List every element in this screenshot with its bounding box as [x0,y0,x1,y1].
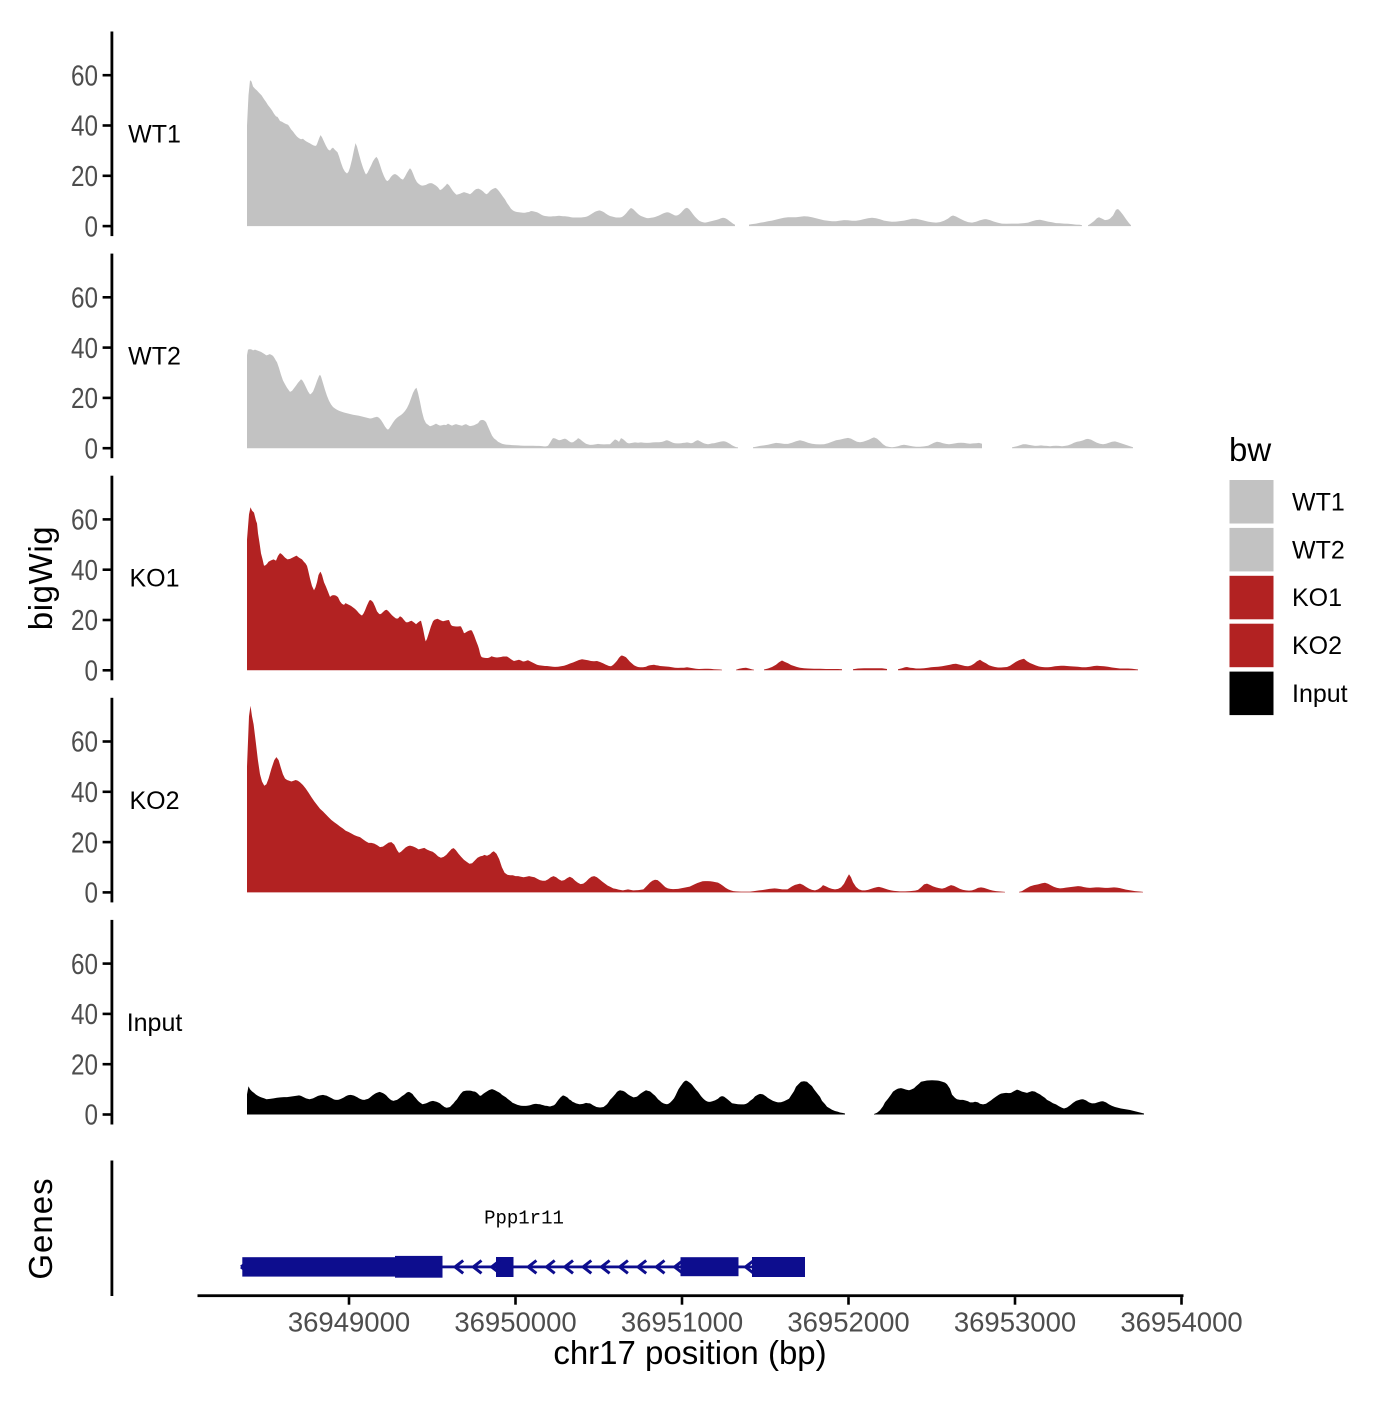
svg-text:Ppp1r11: Ppp1r11 [484,1208,564,1230]
svg-text:Input: Input [1292,680,1348,708]
svg-text:40: 40 [71,333,98,365]
svg-text:60: 60 [71,283,98,315]
svg-text:20: 20 [71,827,98,859]
svg-text:0: 0 [85,433,99,465]
svg-text:KO1: KO1 [1292,584,1342,612]
svg-text:chr17 position (bp): chr17 position (bp) [553,1334,826,1371]
svg-text:36954000: 36954000 [1120,1307,1242,1338]
svg-text:40: 40 [71,999,98,1031]
svg-text:60: 60 [71,505,98,537]
svg-text:36953000: 36953000 [954,1307,1076,1338]
svg-text:20: 20 [71,605,98,637]
svg-text:Genes: Genes [22,1177,59,1279]
svg-text:20: 20 [71,1049,98,1081]
svg-text:20: 20 [71,383,98,415]
svg-text:0: 0 [85,211,99,243]
svg-text:0: 0 [85,656,99,688]
svg-text:WT2: WT2 [128,343,181,371]
svg-text:36950000: 36950000 [454,1307,576,1338]
svg-text:bw: bw [1229,431,1271,468]
svg-text:36949000: 36949000 [288,1307,410,1338]
svg-text:0: 0 [85,1100,99,1132]
svg-text:bigWig: bigWig [22,526,59,630]
svg-text:40: 40 [71,777,98,809]
svg-text:20: 20 [71,161,98,193]
svg-text:WT2: WT2 [1292,536,1345,564]
svg-text:0: 0 [85,878,99,910]
svg-text:KO2: KO2 [129,787,179,815]
svg-text:KO2: KO2 [1292,632,1342,660]
svg-text:60: 60 [71,727,98,759]
svg-text:KO1: KO1 [129,565,179,593]
svg-text:40: 40 [71,555,98,587]
svg-text:36952000: 36952000 [787,1307,909,1338]
svg-text:60: 60 [71,60,98,92]
svg-text:60: 60 [71,949,98,981]
svg-text:WT1: WT1 [1292,488,1345,516]
svg-text:36951000: 36951000 [621,1307,743,1338]
svg-text:WT1: WT1 [128,121,181,149]
svg-text:Input: Input [127,1009,183,1037]
svg-text:40: 40 [71,111,98,143]
